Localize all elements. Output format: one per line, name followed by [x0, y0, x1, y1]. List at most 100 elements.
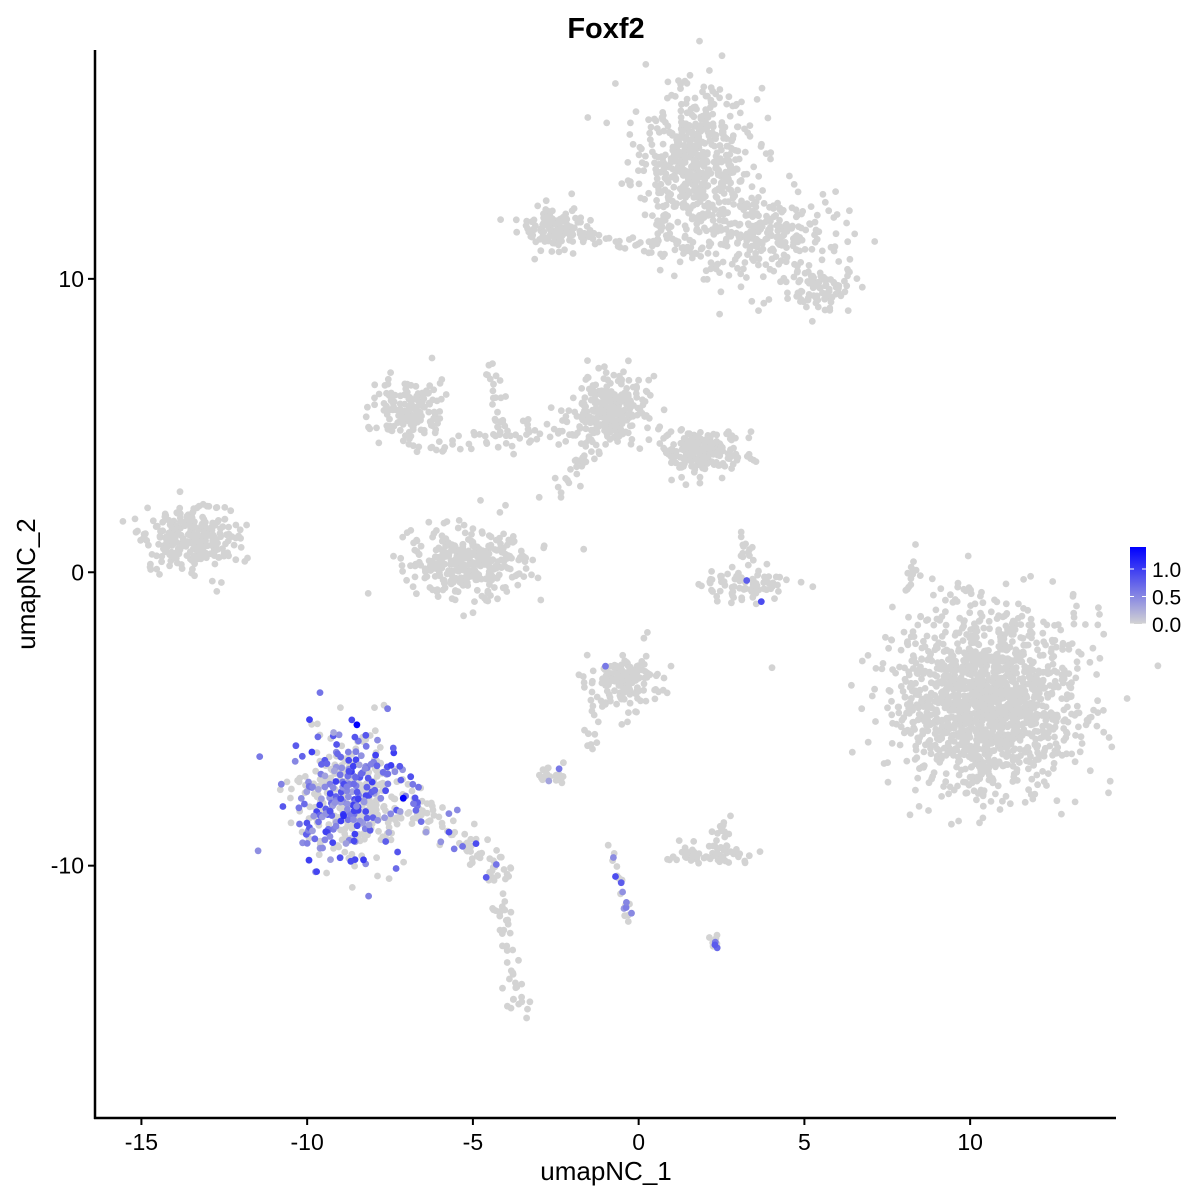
cell-point — [636, 143, 644, 151]
cell-point — [944, 647, 951, 654]
cell-point — [660, 674, 668, 682]
cell-point — [768, 664, 776, 672]
cell-point — [843, 282, 851, 290]
cell-point — [417, 426, 425, 434]
cell-point — [708, 568, 715, 575]
cell-point — [821, 198, 829, 206]
cell-point — [1028, 634, 1035, 642]
cell-point — [651, 159, 658, 167]
cell-point — [205, 502, 213, 510]
cell-point — [737, 270, 745, 278]
cell-point — [534, 574, 542, 582]
cell-point — [637, 194, 645, 202]
cell-point — [918, 695, 926, 703]
cell-point — [584, 357, 591, 364]
cell-point — [146, 563, 154, 571]
cell-point — [686, 148, 694, 156]
cell-point — [825, 288, 833, 295]
cell-point — [587, 741, 595, 748]
cell-point — [640, 634, 648, 642]
cell-point — [611, 418, 619, 426]
cell-point — [911, 756, 919, 763]
cell-point — [955, 817, 962, 825]
expressing-cell-point — [310, 812, 318, 820]
cell-point — [760, 585, 768, 593]
cell-point — [981, 649, 989, 656]
cell-point — [918, 656, 925, 663]
cell-point — [428, 799, 435, 807]
cell-point — [672, 175, 680, 182]
cell-point — [848, 748, 856, 756]
cell-point — [624, 918, 632, 925]
cell-point — [872, 718, 879, 725]
cell-point — [1012, 646, 1020, 654]
cell-point — [504, 1002, 511, 1010]
cell-point — [1013, 777, 1021, 784]
cell-point — [1022, 641, 1030, 649]
cell-point — [559, 773, 567, 780]
cell-point — [747, 428, 755, 435]
cell-point — [221, 515, 229, 523]
cell-point — [678, 244, 686, 252]
cell-point — [700, 276, 708, 283]
expressing-cell-point — [326, 807, 334, 815]
cell-point — [749, 575, 756, 583]
cell-point — [813, 235, 821, 243]
cell-point — [176, 514, 184, 522]
cell-point — [528, 218, 536, 226]
cell-point — [361, 835, 368, 843]
cell-point — [633, 383, 640, 390]
cell-point — [436, 415, 444, 422]
cell-point — [678, 100, 685, 108]
cell-point — [748, 194, 756, 202]
cell-point — [432, 546, 440, 554]
cell-point — [715, 211, 723, 218]
cell-point — [642, 652, 650, 660]
cell-point — [481, 432, 489, 440]
cell-point — [744, 561, 752, 569]
cell-point — [884, 759, 891, 766]
cell-point — [641, 211, 649, 219]
cell-point — [703, 853, 711, 861]
cell-point — [499, 890, 507, 898]
cell-point — [969, 754, 976, 762]
cell-point — [653, 175, 661, 183]
expressing-cell-point — [482, 874, 490, 881]
cell-point — [729, 190, 736, 198]
cell-point — [655, 688, 662, 696]
cell-point — [185, 530, 193, 538]
cell-point — [713, 593, 721, 600]
cell-point — [651, 695, 659, 703]
cell-point — [670, 157, 678, 165]
cell-point — [475, 545, 483, 553]
cell-point — [548, 215, 556, 223]
cell-point — [508, 442, 516, 450]
cell-point — [980, 746, 987, 753]
cell-point — [602, 441, 609, 448]
cell-point — [463, 571, 471, 579]
cell-point — [868, 692, 876, 700]
cell-point — [931, 730, 939, 737]
expressing-cell-point — [362, 742, 370, 750]
cell-point — [504, 920, 512, 928]
cell-point — [587, 696, 595, 704]
cell-point — [315, 851, 323, 859]
cell-point — [871, 685, 878, 693]
cell-point — [190, 538, 198, 545]
cell-point — [696, 473, 704, 481]
cell-point — [671, 246, 679, 254]
cell-point — [1011, 755, 1019, 763]
cell-point — [654, 203, 662, 210]
cell-point — [616, 243, 624, 251]
cell-point — [1039, 651, 1047, 659]
cell-point — [664, 78, 672, 86]
cell-point — [364, 403, 371, 411]
cell-point — [555, 248, 563, 256]
expressing-cell-point — [256, 753, 264, 760]
cell-point — [737, 533, 745, 541]
cell-point — [1003, 682, 1011, 690]
cell-point — [726, 220, 734, 228]
cell-point — [938, 793, 945, 800]
cell-point — [858, 705, 866, 713]
cell-point — [514, 581, 522, 589]
